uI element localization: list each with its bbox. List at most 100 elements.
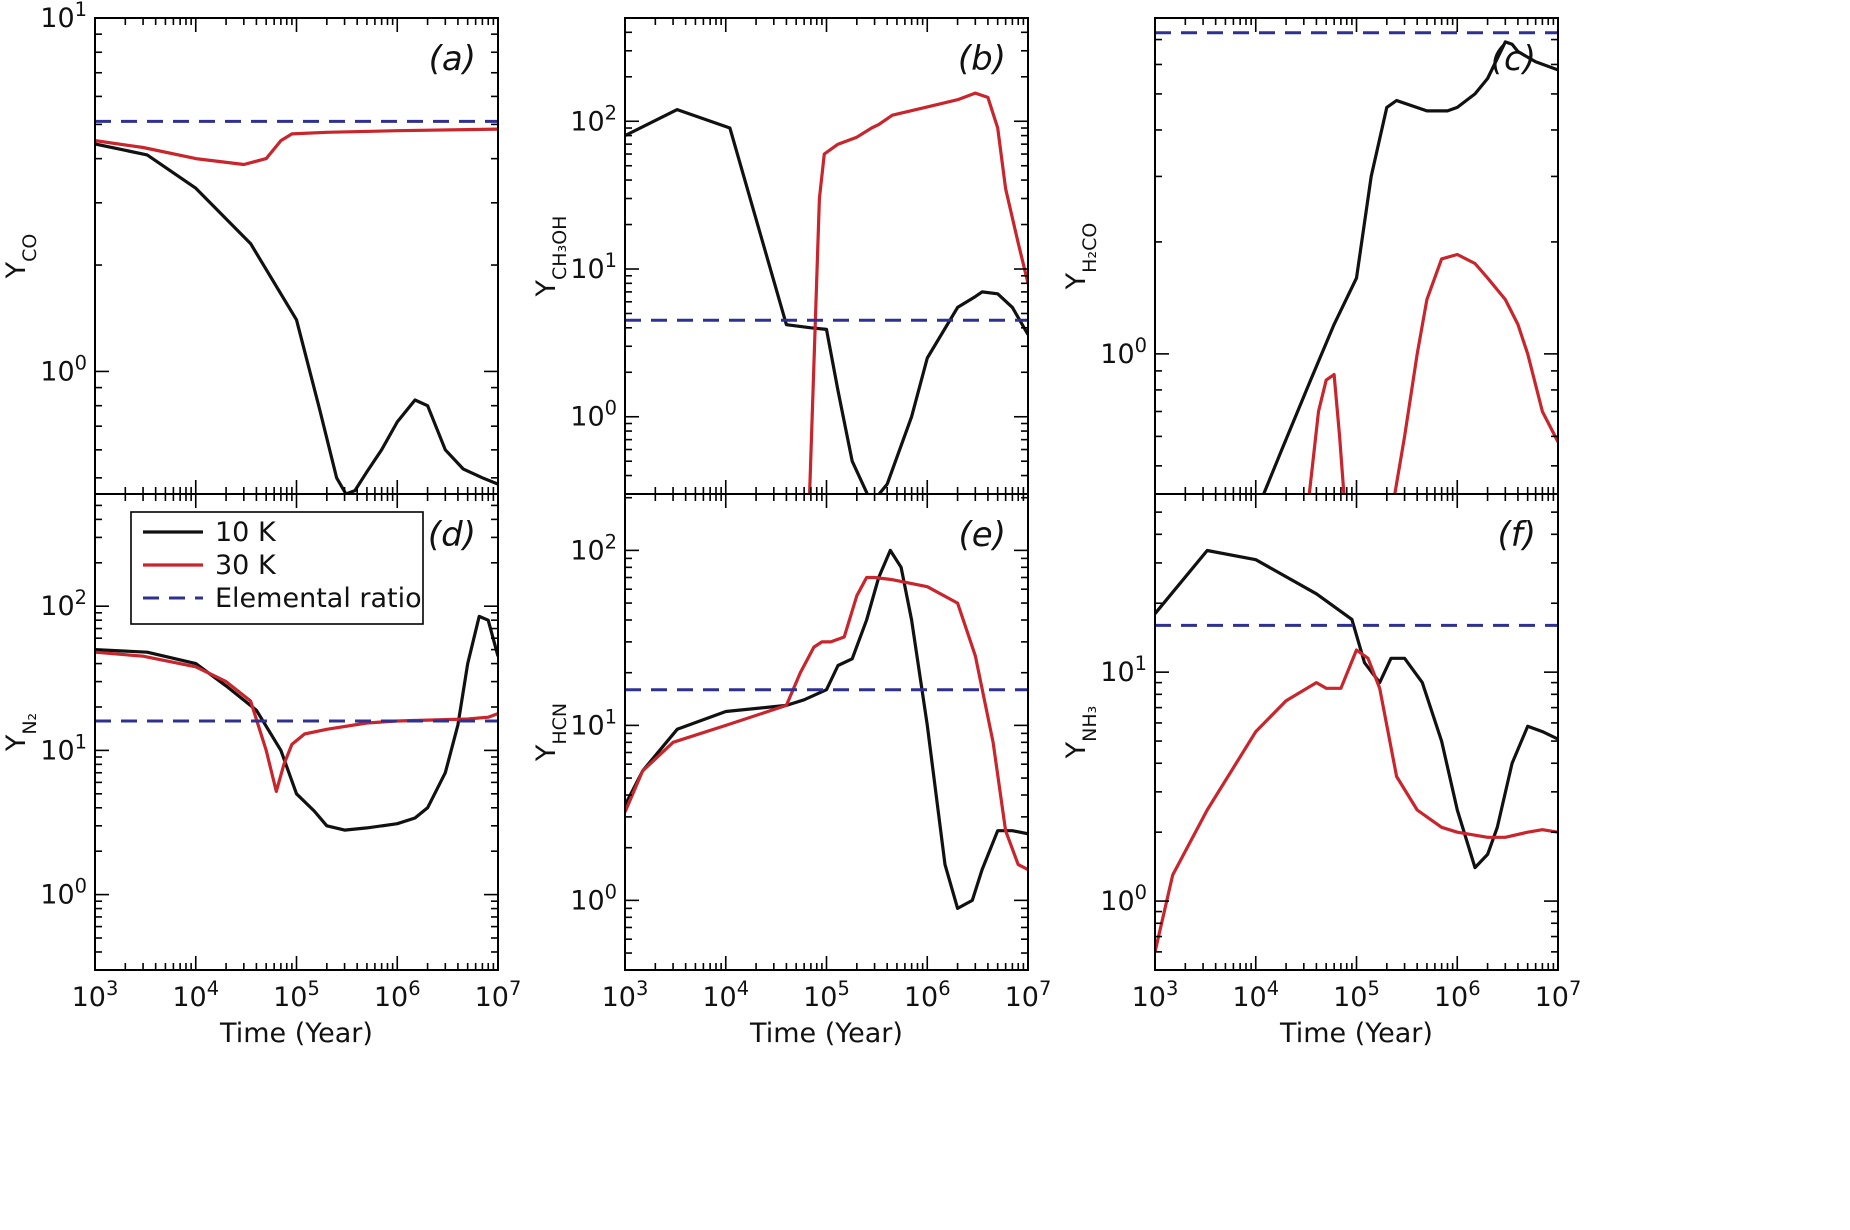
x-tick-label: 103 — [602, 977, 649, 1014]
y-axis-label: YH₂CO — [1061, 223, 1101, 291]
y-axis-label-subscript: HCN — [549, 703, 571, 745]
y-tick-label-exp: 0 — [75, 874, 87, 897]
y-tick-label-base: 10 — [1100, 657, 1134, 688]
y-tick-label: 101 — [570, 249, 617, 286]
y-tick-label: 100 — [1100, 881, 1147, 918]
y-axis-label: YN₂ — [1, 713, 41, 752]
y-tick-label-base: 10 — [40, 3, 74, 34]
y-tick-label: 101 — [40, 730, 87, 767]
x-tick-label-base: 10 — [803, 982, 837, 1013]
panel-label: (d) — [428, 515, 476, 555]
x-tick-label-base: 10 — [172, 982, 206, 1013]
y-tick-label-exp: 0 — [1135, 333, 1147, 356]
x-tick-label-exp: 6 — [408, 977, 420, 1000]
x-tick-label: 104 — [1232, 977, 1279, 1014]
x-tick-label: 104 — [172, 977, 219, 1014]
y-axis-label-subscript: N₂ — [19, 713, 41, 735]
y-axis-label-subscript: H₂CO — [1079, 223, 1101, 273]
series-30k-line-2 — [95, 650, 498, 794]
x-tick-label-base: 10 — [374, 982, 408, 1013]
y-tick-label: 100 — [570, 880, 617, 917]
x-tick-label-base: 10 — [1132, 982, 1166, 1013]
x-tick-label: 106 — [904, 977, 951, 1014]
x-tick-label: 103 — [1132, 977, 1179, 1014]
legend-entry: 30 K — [215, 550, 277, 581]
series-30k-line-2 — [1307, 372, 1346, 494]
y-tick-label-base: 10 — [40, 591, 74, 622]
x-tick-label: 106 — [1434, 977, 1481, 1014]
x-tick-label-base: 10 — [1535, 982, 1569, 1013]
panel-label: (c) — [1491, 39, 1536, 79]
y-tick-label: 102 — [570, 101, 617, 138]
x-tick-label-base: 10 — [1434, 982, 1468, 1013]
tick-marks — [624, 494, 1029, 971]
series-10k-line-1 — [1155, 548, 1558, 870]
y-tick-label-base: 10 — [570, 535, 604, 566]
series-30k-line-2 — [625, 575, 1028, 872]
y-axis-label: YCH₃OH — [531, 216, 571, 298]
x-axis-label: Time (Year) — [1279, 1018, 1433, 1049]
y-axis-label-main: Y — [1, 261, 32, 279]
x-tick-label-base: 10 — [273, 982, 307, 1013]
y-tick-label-base: 10 — [570, 106, 604, 137]
y-tick-label: 101 — [1100, 652, 1147, 689]
x-tick-label-base: 10 — [72, 982, 106, 1013]
x-tick-label-exp: 7 — [1569, 977, 1581, 1000]
x-tick-label-exp: 3 — [1166, 977, 1178, 1000]
y-axis-label-subscript: CH₃OH — [549, 216, 571, 280]
x-tick-label: 104 — [702, 977, 749, 1014]
y-axis-label: YCO — [1, 234, 41, 280]
y-axis-label-main: Y — [531, 279, 562, 297]
y-axis-label-main: Y — [1, 734, 32, 752]
y-tick-label-exp: 1 — [1135, 652, 1147, 675]
y-tick-label: 102 — [40, 586, 87, 623]
x-tick-label-exp: 4 — [207, 977, 219, 1000]
series-10k-line-1 — [95, 614, 498, 832]
panel-label: (f) — [1498, 515, 1537, 555]
tick-marks — [1154, 493, 1559, 971]
y-axis-label-subscript: NH₃ — [1079, 706, 1101, 742]
y-tick-label-exp: 0 — [1135, 881, 1147, 904]
series-30k-line-2 — [95, 127, 498, 167]
y-tick-label-base: 10 — [40, 735, 74, 766]
x-tick-label: 107 — [1005, 977, 1052, 1014]
y-axis-label: YNH₃ — [1061, 706, 1101, 760]
x-tick-label-base: 10 — [702, 982, 736, 1013]
x-tick-label-exp: 3 — [636, 977, 648, 1000]
y-tick-label-base: 10 — [570, 402, 604, 433]
x-tick-label-exp: 7 — [1039, 977, 1051, 1000]
y-tick-label-exp: 1 — [605, 249, 617, 272]
y-tick-label: 101 — [40, 0, 87, 34]
panel-label: (a) — [429, 39, 476, 79]
y-tick-label-exp: 0 — [605, 396, 617, 419]
y-tick-label: 100 — [40, 351, 87, 388]
y-tick-label-exp: 1 — [605, 705, 617, 728]
tick-marks — [94, 17, 499, 494]
x-axis-label: Time (Year) — [749, 1018, 903, 1049]
series-10k-line-1 — [1262, 40, 1558, 494]
y-tick-label-base: 10 — [1100, 339, 1134, 370]
y-tick-label-base: 10 — [570, 254, 604, 285]
y-axis-label-subscript: CO — [19, 234, 41, 262]
x-tick-label-base: 10 — [1232, 982, 1266, 1013]
y-tick-label: 100 — [1100, 333, 1147, 370]
y-tick-label: 100 — [40, 874, 87, 911]
x-tick-label-exp: 4 — [737, 977, 749, 1000]
x-tick-label-exp: 5 — [1367, 977, 1379, 1000]
series-30k-line-3 — [1393, 252, 1558, 494]
y-axis-label-main: Y — [1061, 741, 1092, 759]
x-axis-label: Time (Year) — [219, 1018, 373, 1049]
legend-entry: Elemental ratio — [215, 583, 422, 614]
tick-marks — [624, 17, 1029, 495]
x-tick-label: 103 — [72, 977, 119, 1014]
y-tick-label-exp: 2 — [605, 101, 617, 124]
x-tick-label-base: 10 — [602, 982, 636, 1013]
x-tick-label-base: 10 — [1005, 982, 1039, 1013]
y-axis-label-main: Y — [531, 744, 562, 762]
series-30k-line-2 — [1155, 648, 1558, 953]
x-tick-label-exp: 5 — [837, 977, 849, 1000]
